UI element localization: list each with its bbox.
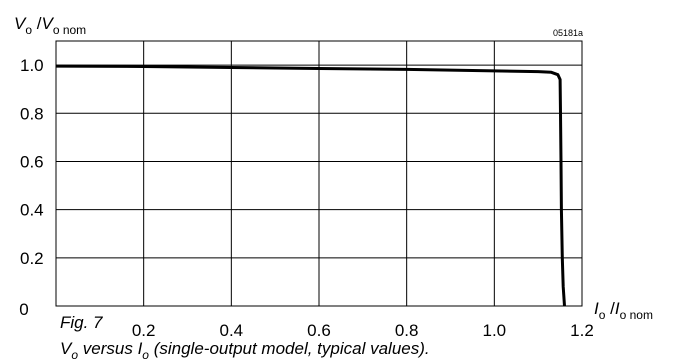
y-tick-label-1: 0.2 xyxy=(20,249,44,268)
y-tick-label-5: 1.0 xyxy=(20,56,44,75)
y-tick-label-4: 0.8 xyxy=(20,104,44,123)
figure-caption: Vo versus Io (single-output model, typic… xyxy=(60,339,430,362)
x-tick-label-3: 0.8 xyxy=(395,321,419,340)
x-tick-label-1: 0.4 xyxy=(220,321,244,340)
x-tick-label-2: 0.6 xyxy=(307,321,331,340)
plot-frame xyxy=(55,40,583,307)
figure-label: Fig. 7 xyxy=(60,313,103,332)
x-tick-labels: 0.2 0.4 0.6 0.8 1.0 1.2 xyxy=(132,321,594,340)
y-axis-label: Vo /Vo nom xyxy=(14,14,86,37)
x-tick-label-0: 0.2 xyxy=(132,321,156,340)
y-tick-label-3: 0.6 xyxy=(20,152,44,171)
x-tick-label-4: 1.0 xyxy=(483,321,507,340)
chart-grid xyxy=(56,41,583,307)
y-tick-labels: 0 0.2 0.4 0.6 0.8 1.0 xyxy=(19,56,43,319)
series-line xyxy=(55,64,566,307)
figure-code: 05181a xyxy=(553,28,583,38)
x-tick-label-5: 1.2 xyxy=(570,321,594,340)
x-axis-label: Io /Io nom xyxy=(594,299,653,322)
y-tick-label-0: 0 xyxy=(19,300,28,319)
y-tick-label-2: 0.4 xyxy=(20,201,44,220)
